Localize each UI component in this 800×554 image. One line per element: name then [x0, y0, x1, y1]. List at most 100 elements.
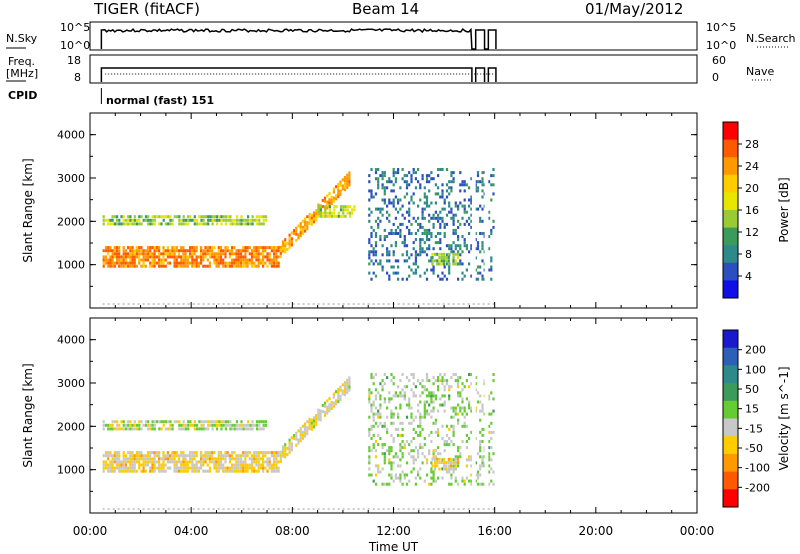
echo-cell	[211, 246, 214, 250]
echo-cell	[468, 222, 471, 226]
echo-cell	[490, 446, 493, 450]
echo-cell	[401, 427, 404, 431]
echo-cell	[250, 255, 254, 259]
echo-cell	[284, 238, 287, 242]
echo-cell	[457, 449, 460, 453]
echo-cell	[180, 427, 183, 431]
echo-cell	[397, 277, 400, 281]
echo-cell	[140, 215, 143, 219]
echo-cell	[167, 215, 170, 219]
echo-cell	[421, 216, 424, 220]
echo-cell	[229, 423, 232, 427]
echo-cell	[410, 455, 413, 459]
echo-cell	[173, 264, 176, 268]
echo-cell	[206, 469, 209, 473]
echo-cell	[408, 421, 411, 425]
echo-cell	[127, 222, 130, 226]
echo-cell	[270, 264, 273, 268]
freq-tick-high: 18	[67, 54, 81, 67]
power-colorbar-swatch	[723, 192, 738, 211]
echo-cell	[403, 473, 406, 477]
echo-cell	[262, 466, 265, 470]
echo-cell	[228, 252, 231, 256]
echo-cell	[414, 238, 417, 242]
echo-cell	[370, 406, 373, 410]
echo-cell	[138, 255, 141, 259]
echo-cell	[299, 430, 302, 434]
echo-cell	[470, 473, 473, 477]
echo-cell	[180, 249, 183, 253]
echo-cell	[217, 457, 220, 461]
echo-cell	[155, 261, 158, 265]
echo-cell	[372, 382, 375, 386]
echo-cell	[468, 458, 471, 462]
echo-cell	[431, 256, 434, 259]
echo-cell	[459, 455, 462, 459]
echo-cell	[109, 451, 112, 455]
time-tick-label: 16:00	[477, 524, 512, 538]
echo-cell	[268, 252, 271, 256]
echo-cell	[153, 457, 156, 461]
echo-cell	[250, 249, 254, 253]
echo-cell	[111, 466, 114, 470]
echo-cell	[109, 261, 112, 265]
echo-cell	[430, 394, 433, 398]
echo-cell	[417, 265, 420, 269]
echo-cell	[450, 171, 453, 175]
echo-cell	[124, 454, 127, 458]
echo-cell	[399, 473, 402, 477]
echo-cell	[443, 461, 446, 464]
echo-cell	[381, 198, 384, 202]
echo-cell	[439, 277, 442, 281]
echo-cell	[173, 457, 176, 461]
echo-cell	[421, 391, 424, 395]
echo-cell	[333, 205, 336, 209]
echo-cell	[180, 258, 183, 262]
echo-cell	[242, 460, 245, 464]
echo-cell	[339, 394, 342, 398]
echo-cell	[178, 420, 181, 424]
echo-cell	[343, 381, 347, 384]
echo-cell	[310, 216, 313, 220]
echo-cell	[277, 264, 280, 268]
echo-cell	[490, 228, 493, 232]
echo-cell	[479, 455, 482, 459]
echo-cell	[279, 459, 282, 463]
echo-cell	[386, 406, 389, 410]
echo-cell	[479, 418, 482, 422]
echo-cell	[410, 253, 413, 257]
echo-cell	[184, 249, 187, 253]
echo-cell	[122, 427, 125, 431]
echo-cell	[381, 379, 384, 383]
echo-cell	[142, 261, 145, 265]
echo-cell	[193, 427, 196, 431]
echo-cell	[459, 201, 462, 205]
echo-cell	[189, 246, 192, 250]
echo-cell	[189, 460, 192, 464]
echo-cell	[118, 427, 121, 431]
echo-cell	[213, 252, 216, 256]
echo-cell	[109, 222, 112, 226]
y-tick-label: 3000	[57, 172, 85, 185]
echo-cell	[255, 469, 258, 473]
echo-cell	[268, 460, 271, 464]
echo-cell	[379, 412, 382, 416]
echo-cell	[481, 482, 484, 486]
echo-cell	[306, 420, 309, 424]
echo-cell	[392, 222, 395, 226]
echo-cell	[447, 259, 450, 263]
echo-cell	[405, 277, 409, 281]
echo-cell	[481, 232, 484, 235]
echo-cell	[381, 207, 384, 211]
echo-cell	[308, 417, 311, 421]
echo-cell	[394, 241, 397, 245]
freq-frame	[89, 54, 698, 84]
echo-cell	[255, 451, 258, 455]
echo-cell	[438, 461, 441, 464]
echo-cell	[392, 437, 395, 440]
echo-cell	[368, 207, 371, 211]
echo-cell	[151, 264, 154, 268]
echo-cell	[281, 240, 285, 244]
echo-cell	[248, 463, 251, 467]
echo-cell	[111, 457, 114, 461]
